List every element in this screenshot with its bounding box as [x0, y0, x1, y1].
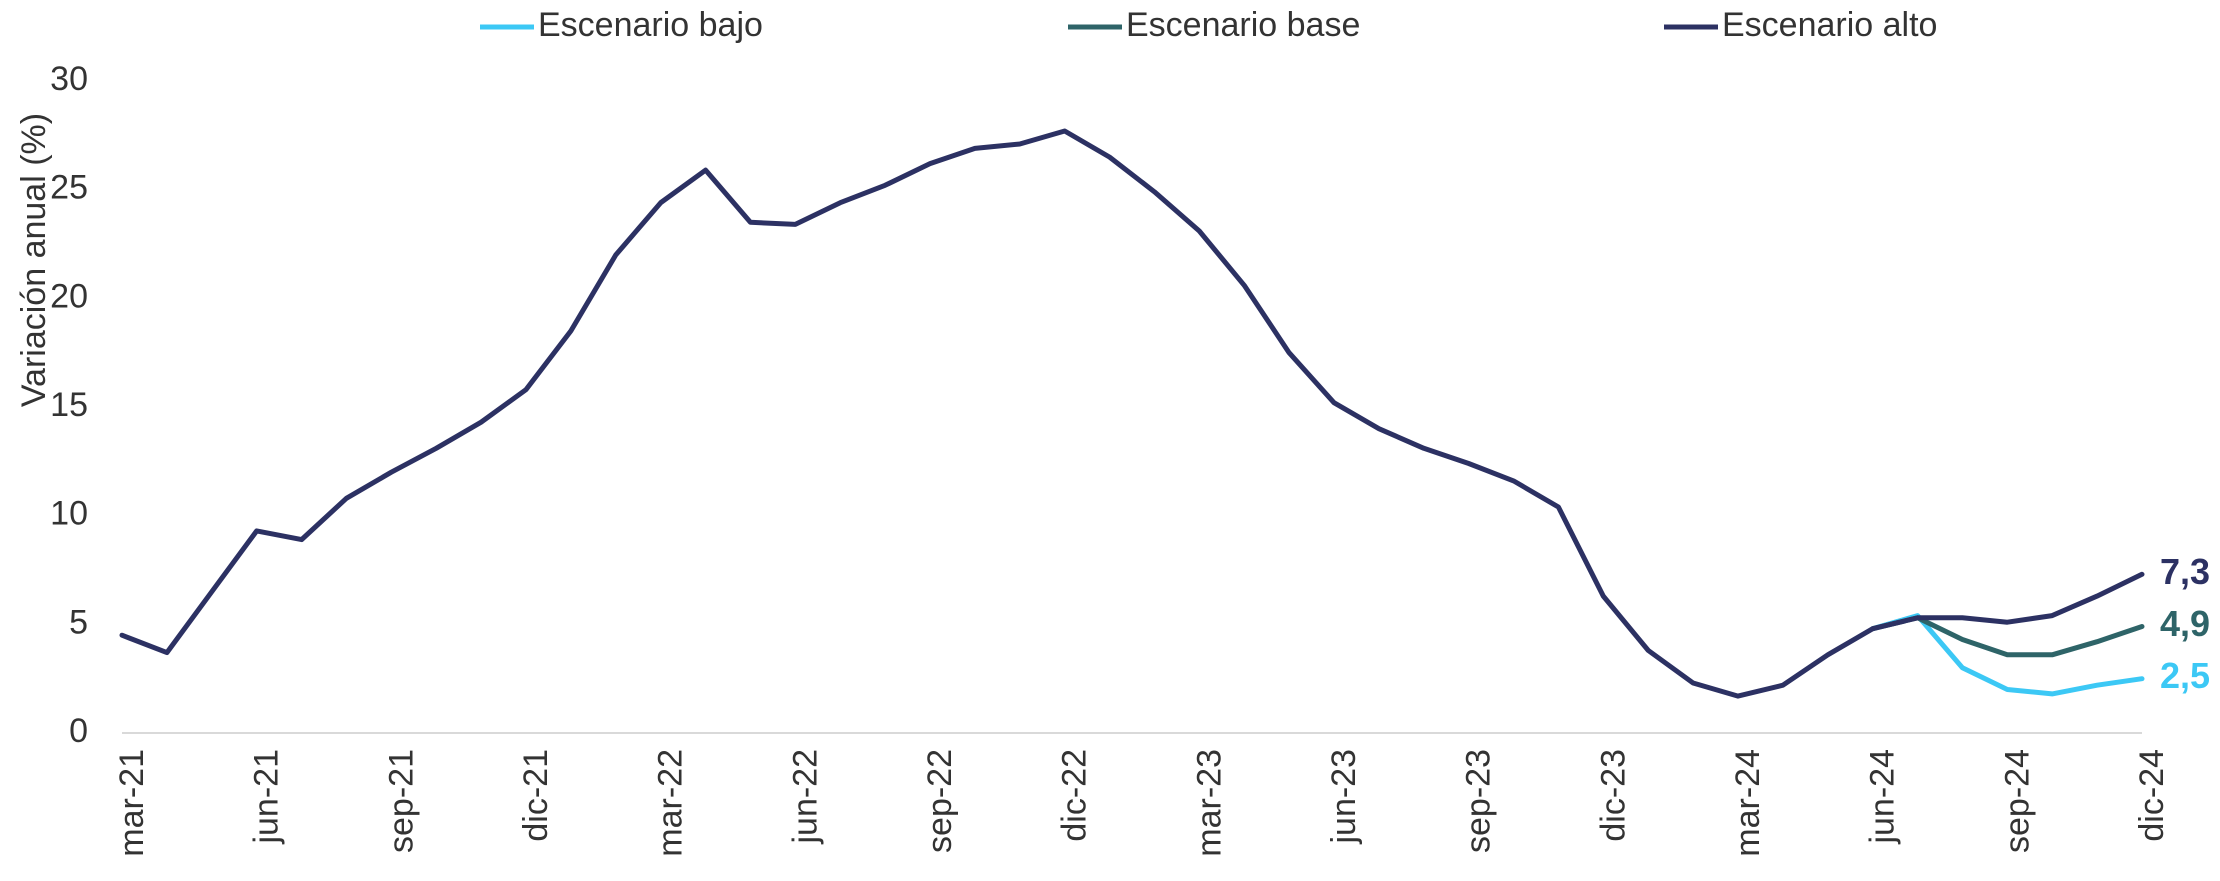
x-tick-label: mar-24 — [1729, 749, 1767, 857]
x-tick-label: mar-21 — [113, 749, 151, 857]
y-tick-label: 10 — [50, 495, 88, 533]
y-tick-label: 30 — [50, 60, 88, 98]
x-tick-label: jun-21 — [248, 749, 286, 845]
legend-label: Escenario bajo — [538, 6, 763, 44]
x-tick-label: mar-23 — [1190, 749, 1228, 857]
y-axis-label: Variación anual (%) — [15, 113, 53, 407]
x-tick-label: jun-22 — [786, 749, 824, 845]
y-tick-label: 25 — [50, 169, 88, 207]
x-tick-label: sep-23 — [1460, 749, 1498, 853]
x-tick-label: dic-21 — [517, 749, 555, 842]
x-tick-label: sep-21 — [382, 749, 420, 853]
x-tick-label: sep-24 — [1998, 749, 2036, 853]
data-label: 4,9 — [2160, 603, 2210, 644]
data-label: 7,3 — [2160, 551, 2210, 592]
y-tick-label: 0 — [69, 712, 88, 750]
x-tick-label: jun-23 — [1325, 749, 1363, 845]
y-tick-label: 20 — [50, 277, 88, 315]
x-tick-label: dic-23 — [1594, 749, 1632, 842]
x-tick-label: sep-22 — [921, 749, 959, 853]
x-tick-label: jun-24 — [1864, 749, 1902, 845]
x-tick-label: dic-24 — [2133, 749, 2171, 842]
series-line — [119, 128, 2145, 699]
legend-label: Escenario alto — [1722, 6, 1937, 44]
x-tick-label: dic-22 — [1056, 749, 1094, 842]
legend-label: Escenario base — [1126, 6, 1360, 44]
data-label: 2,5 — [2160, 655, 2210, 696]
y-tick-label: 15 — [50, 386, 88, 424]
x-tick-label: mar-22 — [652, 749, 690, 857]
y-tick-label: 5 — [69, 603, 88, 641]
